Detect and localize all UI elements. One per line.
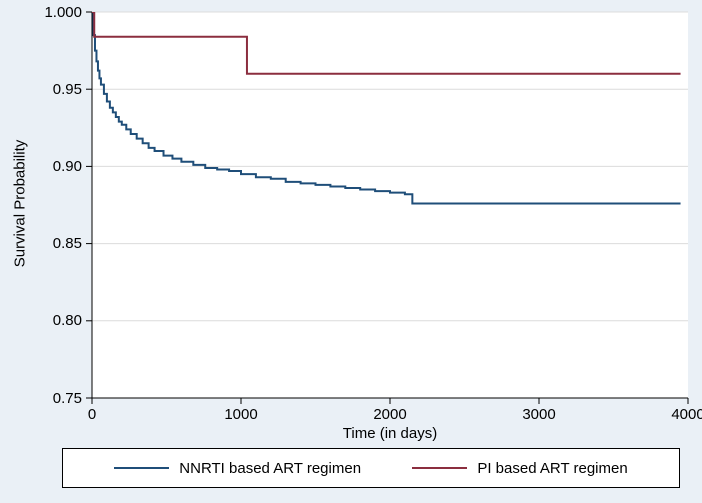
survival-chart: 0 1000 2000 3000 4000 0.75 0.80 0.85 0.90 0.95 1.0… [0,0,702,503]
y-tick-label: 0.95 [53,81,82,98]
x-tick-label: 3000 [514,406,564,423]
legend-swatch [114,467,169,469]
legend: NNRTI based ART regimen PI based ART regi… [62,448,680,488]
x-tick-label: 0 [67,406,117,423]
x-tick-label: 4000 [663,406,702,423]
legend-label: NNRTI based ART regimen [179,460,361,477]
x-tick-label: 1000 [216,406,266,423]
y-tick-label: 0.85 [53,235,82,252]
y-tick-label: 0.90 [53,158,82,175]
legend-swatch [412,467,467,469]
legend-label: PI based ART regimen [477,460,627,477]
legend-item: PI based ART regimen [412,460,627,477]
x-tick-label: 2000 [365,406,415,423]
series-line [92,12,681,74]
y-axis-label: Survival Probability [12,84,29,324]
legend-item: NNRTI based ART regimen [114,460,361,477]
y-tick-label: 0.80 [53,312,82,329]
y-tick-label: 1.000 [44,4,82,21]
y-tick-label: 0.75 [53,390,82,407]
series-line [92,12,681,203]
x-axis-label: Time (in days) [92,425,688,442]
